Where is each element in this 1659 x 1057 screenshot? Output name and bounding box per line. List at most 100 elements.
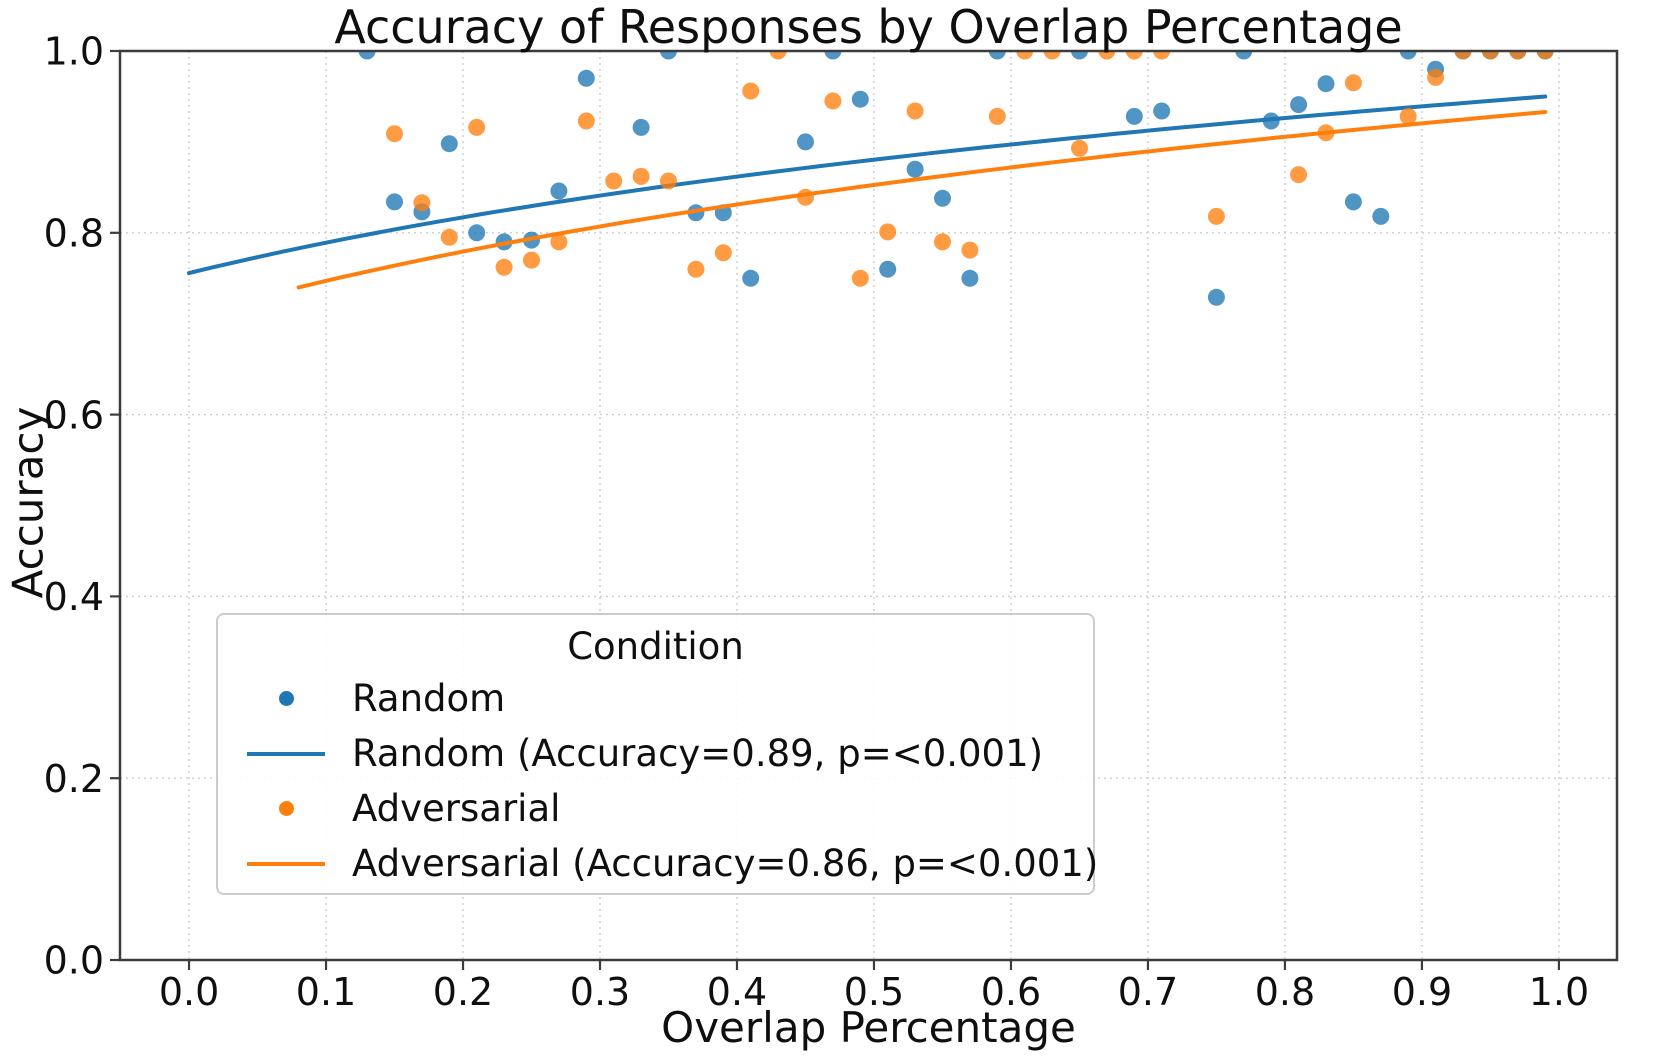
x-tick-label: 0.8 xyxy=(1255,970,1315,1014)
scatter-point xyxy=(988,107,1006,125)
x-tick-label: 0.6 xyxy=(981,970,1041,1014)
scatter-point xyxy=(961,269,979,287)
scatter-point xyxy=(1153,102,1171,120)
scatter-point xyxy=(1098,51,1116,60)
scatter-point xyxy=(1071,139,1088,157)
scatter-point xyxy=(1235,51,1253,60)
x-tick-label: 1.0 xyxy=(1529,970,1589,1014)
scatter-point xyxy=(906,102,924,120)
legend-entry-adversarial-trend: Adversarial (Accuracy=0.86, p=<0.001) xyxy=(218,836,1098,891)
y-tick-label: 0.4 xyxy=(44,575,104,619)
trend-line-adversarial xyxy=(296,110,1548,290)
x-tick-label: 0.4 xyxy=(707,970,767,1014)
scatter-point xyxy=(1344,74,1362,92)
scatter-point xyxy=(988,51,1006,60)
legend-label: Adversarial (Accuracy=0.86, p=<0.001) xyxy=(352,842,1099,885)
scatter-point xyxy=(605,172,623,190)
y-tick-label: 0.0 xyxy=(44,939,104,983)
legend-label: Random (Accuracy=0.89, p=<0.001) xyxy=(352,732,1044,775)
scatter-point xyxy=(577,112,595,130)
scatter-point xyxy=(1016,51,1034,60)
y-tick-label: 1.0 xyxy=(44,30,104,74)
scatter-point xyxy=(1509,51,1527,60)
random-dot-marker-icon xyxy=(278,691,294,706)
legend-title: Condition xyxy=(567,625,744,668)
scatter-point xyxy=(1317,75,1335,93)
x-tick-label: 0.2 xyxy=(433,970,493,1014)
scatter-point xyxy=(550,182,568,200)
scatter-point xyxy=(1207,207,1225,225)
legend-entry-random-trend: Random (Accuracy=0.89, p=<0.001) xyxy=(218,726,1093,781)
data-layer xyxy=(187,51,1554,306)
y-axis-label: Accuracy xyxy=(3,406,53,599)
scatter-point xyxy=(632,118,650,136)
scatter-point xyxy=(358,51,376,60)
legend-label: Random xyxy=(352,677,506,720)
y-tick-label: 0.2 xyxy=(44,757,104,801)
adversarial-line-marker-icon xyxy=(247,861,325,866)
scatter-point xyxy=(1125,51,1143,60)
x-tick-label: 0.3 xyxy=(570,970,630,1014)
x-tick-label: 0.0 xyxy=(159,970,219,1014)
scatter-point xyxy=(1536,51,1554,60)
scatter-point xyxy=(1372,207,1390,225)
legend-entry-adversarial-points: Adversarial xyxy=(218,781,1093,836)
scatter-point xyxy=(1290,166,1308,184)
scatter-point xyxy=(1071,51,1088,60)
scatter-point xyxy=(1125,107,1143,125)
x-tick-label: 0.9 xyxy=(1392,970,1452,1014)
scatter-point xyxy=(714,244,732,262)
scatter-point xyxy=(1043,51,1061,60)
x-tick-label: 0.5 xyxy=(844,970,904,1014)
random-line-marker-icon xyxy=(247,751,325,756)
adversarial-dot-marker-icon xyxy=(278,801,294,816)
scatter-point xyxy=(1454,51,1472,60)
scatter-point xyxy=(879,260,897,278)
scatter-point xyxy=(906,160,924,178)
chart-title: Accuracy of Responses by Overlap Percent… xyxy=(334,0,1403,54)
scatter-point xyxy=(934,189,951,207)
scatter-point xyxy=(1427,68,1445,86)
scatter-point xyxy=(851,269,869,287)
scatter-point xyxy=(742,82,760,100)
scatter-point xyxy=(523,251,540,269)
scatter-point xyxy=(660,172,677,190)
scatter-point xyxy=(1399,51,1417,60)
x-axis-label: Overlap Percentage xyxy=(661,1003,1076,1052)
scatter-point xyxy=(468,224,486,242)
y-tick-label: 0.8 xyxy=(44,211,104,255)
scatter-point xyxy=(1207,288,1225,306)
scatter-point xyxy=(413,194,431,212)
scatter-series-adversarial xyxy=(386,51,1554,287)
scatter-point xyxy=(440,135,458,153)
y-tick-label: 0.6 xyxy=(44,393,104,437)
scatter-point xyxy=(468,118,486,136)
legend-entry-random-points: Random xyxy=(218,671,1093,726)
scatter-point xyxy=(577,69,595,87)
scatter-point xyxy=(550,233,568,251)
scatter-point xyxy=(851,90,869,108)
scatter-point xyxy=(1481,51,1499,60)
axes-spines xyxy=(118,49,1619,962)
scatter-point xyxy=(824,92,842,110)
scatter-point xyxy=(386,193,403,211)
scatter-point xyxy=(632,167,650,185)
scatter-point xyxy=(797,133,814,151)
axis-ticks xyxy=(110,49,1561,970)
x-tick-label: 0.1 xyxy=(296,970,356,1014)
scatter-point xyxy=(742,269,760,287)
scatter-point xyxy=(386,125,403,143)
x-tick-label: 0.7 xyxy=(1118,970,1178,1014)
axis-tick-labels: 0.0 0.1 0.2 0.3 0.4 0.5 0.6 0.7 0.8 0.9 1.0 0.0 0.2 0… xyxy=(44,30,1590,1014)
scatter-point xyxy=(440,228,458,246)
scatter-point xyxy=(934,233,951,251)
scatter-point xyxy=(879,223,897,241)
legend: Condition Random Random (Accuracy=0.89, … xyxy=(216,613,1098,895)
scatter-point xyxy=(961,241,979,259)
scatter-point xyxy=(824,51,842,60)
scatter-point xyxy=(1153,51,1171,60)
scatter-point xyxy=(687,260,705,278)
scatter-point xyxy=(495,258,513,276)
